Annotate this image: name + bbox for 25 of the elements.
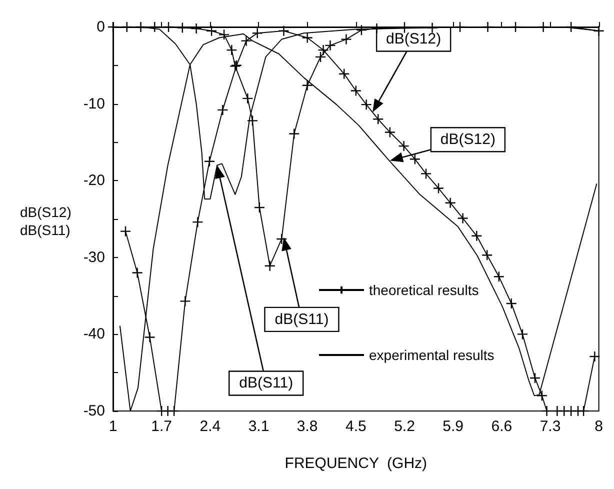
x-tick-label: 4.5 — [345, 418, 366, 435]
x-tick-label: 6.6 — [491, 418, 512, 435]
annotation: dB(S12) — [440, 131, 496, 148]
x-tick-label: 1 — [108, 418, 118, 435]
x-tick-label: 8 — [594, 418, 603, 435]
x-tick-label: 5.2 — [394, 418, 415, 435]
x-tick-label: 3.1 — [248, 418, 270, 435]
x-tick-label: 7.3 — [540, 418, 561, 435]
annotation: dB(S12) — [386, 30, 442, 48]
y-tick-label: 0 — [96, 18, 105, 36]
y-tick-label: -10 — [83, 95, 105, 112]
annotation: dB(S11) — [239, 374, 294, 392]
x-tick-label: 1.7 — [151, 418, 172, 435]
legend-label: experimental results — [369, 347, 494, 363]
y-tick-label: -50 — [83, 402, 105, 420]
legend-label: theoretical results — [369, 282, 479, 298]
x-tick-label: 3.8 — [296, 418, 318, 435]
x-tick-label: 5.9 — [442, 418, 464, 435]
y-tick-label: -40 — [83, 326, 105, 343]
y-tick-label: -30 — [83, 248, 105, 266]
y-axis-title: dB(S12) dB(S11) — [20, 204, 72, 238]
y-tick-label: -20 — [83, 172, 105, 190]
annotation: dB(S11) — [274, 310, 329, 328]
x-axis-title: FREQUENCY (GHz) — [284, 455, 428, 472]
x-tick-label: 2.4 — [200, 418, 221, 435]
